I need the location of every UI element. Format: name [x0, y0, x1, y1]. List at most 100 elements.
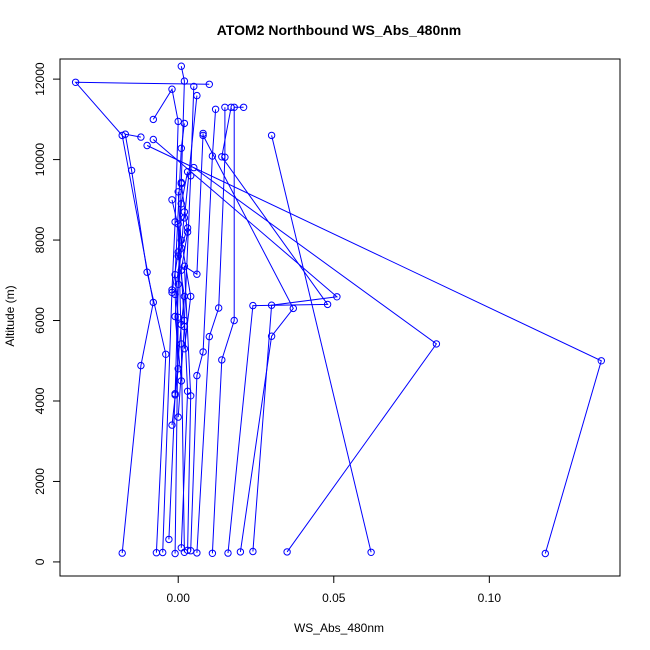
series-line-12: [221, 107, 329, 554]
data-point: [218, 153, 226, 161]
data-point: [190, 82, 198, 91]
data-point: [230, 316, 238, 325]
y-tick-label: 0: [33, 558, 47, 565]
data-point: [597, 357, 605, 365]
data-point: [333, 293, 341, 301]
data-point: [137, 361, 145, 370]
y-tick-label: 12000: [33, 62, 47, 96]
series-line-7: [177, 95, 198, 553]
data-point: [211, 105, 220, 114]
data-point: [177, 180, 186, 188]
data-point: [177, 144, 186, 153]
data-point: [208, 549, 217, 557]
data-point: [177, 62, 186, 70]
series-line-4: [168, 66, 185, 540]
data-point: [193, 270, 201, 278]
data-point: [193, 549, 201, 557]
data-point: [174, 252, 182, 260]
data-point: [71, 78, 80, 87]
data-point: [221, 153, 229, 161]
data-point: [215, 304, 223, 312]
data-point: [127, 166, 136, 175]
data-point: [283, 548, 291, 556]
data-point: [267, 301, 276, 309]
data-point: [180, 77, 189, 85]
data-point: [174, 365, 182, 373]
data-point: [323, 300, 332, 309]
y-tick-label: 10000: [33, 143, 47, 177]
data-point: [174, 188, 182, 196]
data-point: [162, 350, 170, 358]
data-point: [205, 332, 214, 341]
data-point: [177, 236, 186, 244]
data-point: [183, 224, 192, 232]
series-lines: [74, 66, 602, 554]
series-line-23: [171, 171, 189, 293]
data-point: [168, 421, 176, 429]
series-line-9: [190, 109, 217, 551]
data-point: [149, 298, 158, 307]
series-line-19: [177, 183, 189, 418]
data-point: [183, 168, 192, 176]
data-point: [227, 103, 235, 112]
data-point: [367, 548, 375, 556]
data-point: [190, 163, 198, 172]
series-line-8: [183, 133, 204, 551]
data-point: [193, 371, 201, 380]
series-line-16: [271, 135, 372, 553]
data-point: [541, 549, 549, 558]
x-axis-label: WS_Abs_480nm: [294, 621, 384, 635]
data-point: [174, 220, 182, 228]
x-tick-label: 0.10: [478, 591, 502, 605]
x-tick-label: 0.00: [167, 591, 191, 605]
data-point: [174, 313, 182, 321]
data-point: [183, 546, 192, 554]
data-point: [187, 392, 195, 400]
data-point: [143, 268, 151, 276]
data-point: [205, 80, 214, 89]
data-point: [168, 288, 176, 297]
data-point: [208, 152, 217, 160]
data-point: [177, 266, 186, 274]
data-point: [168, 196, 176, 204]
data-point: [224, 549, 232, 557]
data-point: [174, 280, 182, 288]
y-tick-label: 6000: [33, 307, 47, 334]
y-axis: 0 2000 4000 6000 8000 10000 12000: [33, 62, 61, 565]
data-point: [239, 103, 248, 112]
series-line-22: [171, 199, 192, 349]
y-tick-label: 4000: [33, 387, 47, 414]
x-tick-label: 0.05: [322, 591, 346, 605]
series-line-14: [152, 139, 339, 552]
data-point: [171, 390, 179, 398]
data-point: [165, 535, 173, 544]
data-point: [199, 129, 207, 138]
series-line-17: [146, 145, 602, 554]
data-point: [174, 248, 182, 256]
data-point: [267, 332, 276, 340]
series-line-3: [152, 87, 179, 553]
data-point: [137, 133, 145, 141]
data-point: [149, 135, 158, 144]
data-point: [180, 208, 189, 216]
y-axis-label: Altitude (m): [3, 285, 17, 346]
data-point: [177, 200, 186, 208]
data-point: [249, 547, 257, 556]
data-point: [118, 549, 126, 557]
data-point: [177, 377, 186, 385]
chart-title: ATOM2 Northbound WS_Abs_480nm: [217, 22, 462, 38]
data-point: [193, 91, 201, 100]
data-point: [171, 312, 179, 321]
data-point: [199, 348, 207, 356]
data-point: [236, 548, 245, 556]
data-point: [432, 340, 441, 348]
y-tick-label: 8000: [33, 226, 47, 253]
series-line-21: [174, 211, 185, 381]
data-point: [218, 356, 226, 364]
data-point: [180, 345, 189, 353]
data-point: [249, 301, 257, 310]
data-point: [267, 131, 276, 140]
data-point: [180, 119, 189, 128]
